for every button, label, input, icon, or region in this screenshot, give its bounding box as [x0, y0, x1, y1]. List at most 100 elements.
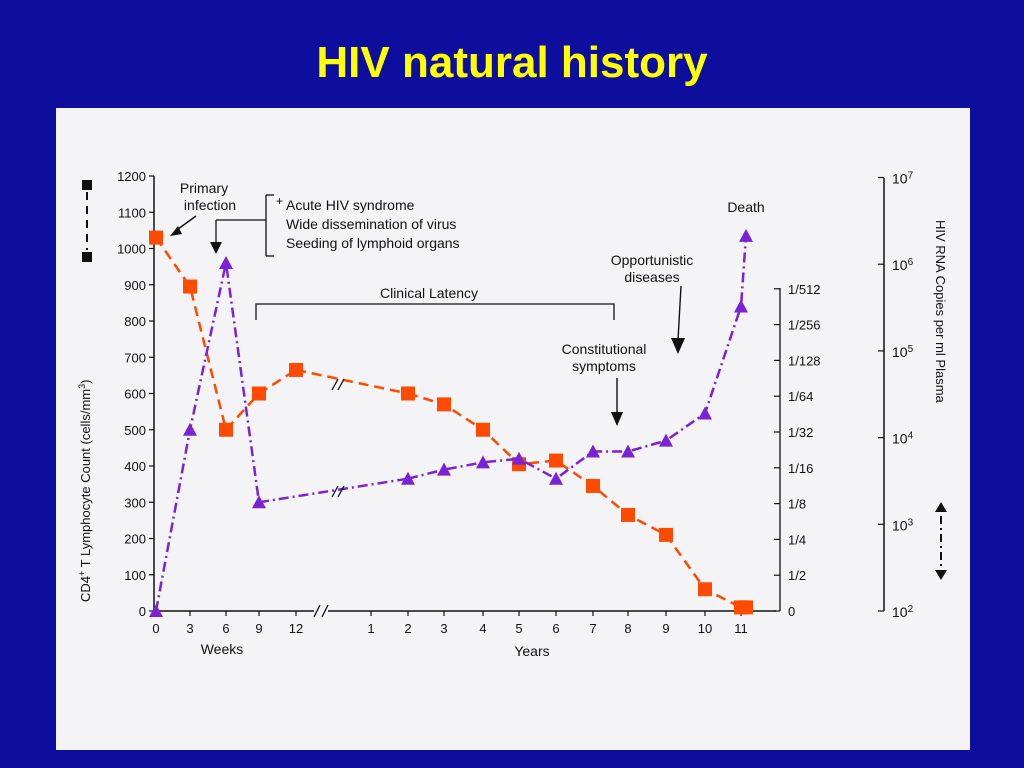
outer-right-tick-base: 10 [892, 257, 908, 273]
data-point-square [476, 422, 490, 437]
left-axis-tick-label: 800 [124, 314, 146, 329]
x-week-tick-label: 0 [152, 621, 159, 636]
data-point-square [149, 230, 163, 245]
opportunistic-arrow [677, 285, 682, 341]
x-year-tick-label: 8 [624, 621, 631, 636]
x-year-tick-label: 2 [404, 621, 411, 636]
left-axis-label: CD4+ T Lymphocyte Count (cells/mm3) [77, 380, 93, 602]
inner-right-tick-label: 0 [788, 604, 795, 619]
left-axis-tick-label: 500 [124, 423, 146, 438]
annotation-opportunistic-l1: Opportunistic [611, 252, 693, 268]
series-line [154, 236, 297, 433]
x-year-tick-label: 4 [479, 621, 486, 636]
outer-right-tick-exp: 2 [908, 604, 914, 615]
data-point-square [437, 397, 451, 412]
annotation-constitutional-l1: Constitutional [562, 341, 647, 357]
left-axis-label-sup: 3 [77, 384, 87, 389]
series-line [258, 477, 409, 504]
x-year-tick-label: 6 [552, 621, 559, 636]
data-point-triangle [549, 471, 563, 485]
data-point-triangle [252, 495, 266, 509]
data-point-square [621, 507, 635, 522]
annotation-constitutional-l2: symptoms [572, 358, 636, 374]
x-year-tick-label: 1 [367, 621, 374, 636]
outer-right-tick-exp: 7 [908, 170, 914, 181]
x-axis-break-mark [321, 604, 329, 618]
data-point-triangle [586, 444, 600, 458]
data-point-triangle [149, 604, 163, 617]
data-point-square [698, 582, 712, 597]
data-point-triangle [698, 406, 712, 420]
outer-right-tick-exp: 4 [908, 430, 914, 441]
x-week-tick-label: 3 [186, 621, 193, 636]
left-axis-tick-label: 400 [124, 459, 146, 474]
data-point-triangle [219, 256, 233, 269]
x-year-tick-label: 7 [589, 621, 596, 636]
outer-right-tick-base: 10 [892, 171, 908, 187]
data-point-triangle [183, 422, 197, 436]
data-point-square [289, 362, 303, 377]
outer-right-tick-base: 10 [892, 344, 908, 360]
left-axis-tick-label: 1000 [117, 242, 146, 257]
left-axis-label-part: CD4 [78, 576, 93, 602]
annotation-primary-infection-l2: infection [184, 197, 236, 213]
left-axis-tick-label: 1100 [118, 205, 146, 220]
series-line [295, 368, 409, 395]
primary-infection-arrowhead [170, 226, 182, 236]
x-week-tick-label: 12 [289, 621, 303, 636]
legend-triangle-marker [935, 570, 947, 580]
inner-right-tick-label: 1/2 [788, 568, 806, 583]
annotation-acute-line: Acute HIV syndrome [286, 197, 415, 213]
left-axis-label-part: ) [78, 380, 93, 384]
data-point-triangle [621, 444, 635, 458]
acute-arrowhead [210, 242, 222, 254]
outer-right-axis-label: HIV RNA Copies per ml Plasma [933, 220, 948, 404]
inner-right-tick-label: 1/16 [788, 461, 813, 476]
outer-right-tick-label: 102 [892, 604, 914, 621]
clinical-latency-bracket [255, 303, 615, 320]
outer-right-tick-base: 10 [892, 431, 908, 447]
inner-right-tick-label: 1/256 [788, 318, 821, 333]
x-year-tick-label: 10 [698, 621, 712, 636]
left-axis-tick-label: 900 [124, 278, 146, 293]
left-axis-tick-label: 1200 [117, 169, 146, 184]
legend-square-marker [82, 180, 92, 190]
x-weeks-label: Weeks [201, 641, 244, 657]
outer-right-tick-exp: 6 [908, 257, 914, 268]
series-break-mark [331, 378, 339, 391]
legend-triangle-marker [935, 502, 947, 512]
outer-right-tick-base: 10 [892, 604, 908, 620]
data-point-square [659, 527, 673, 542]
data-point-triangle [734, 299, 748, 313]
data-point-square [739, 600, 753, 615]
x-years-label: Years [514, 643, 549, 659]
opportunistic-arrowhead [671, 338, 685, 354]
data-point-square [549, 453, 563, 468]
left-axis-label-part: T Lymphocyte Count (cells/mm [78, 389, 93, 571]
left-axis-label-sup: + [77, 571, 87, 576]
inner-right-tick-label: 1/512 [788, 282, 821, 297]
x-year-tick-label: 5 [515, 621, 522, 636]
x-axis-break-mark [313, 604, 321, 618]
x-week-tick-label: 9 [255, 621, 262, 636]
slide-title: HIV natural history [316, 38, 708, 87]
x-year-tick-label: 11 [734, 621, 748, 636]
data-point-triangle [659, 433, 673, 447]
outer-right-tick-label: 103 [892, 517, 914, 534]
data-point-square [252, 386, 266, 401]
chart-panel: 0 100 200 300 400 500 600 700 800 900 1000 1100 1200… [56, 108, 970, 750]
legend-square-marker [82, 252, 92, 262]
data-point-square [219, 422, 233, 437]
outer-right-tick-label: 106 [892, 257, 914, 274]
acute-marker: + [276, 194, 283, 208]
left-axis-tick-label: 700 [124, 350, 146, 365]
data-point-triangle [401, 471, 415, 485]
annotation-opportunistic-l2: diseases [624, 269, 679, 285]
left-axis-tick-label: 200 [124, 532, 146, 547]
data-point-square [401, 386, 415, 401]
inner-right-tick-label: 1/4 [788, 532, 806, 547]
outer-right-tick-label: 105 [892, 343, 914, 360]
inner-right-tick-label: 1/64 [788, 389, 813, 404]
series-line [407, 392, 746, 609]
data-point-triangle [476, 455, 490, 469]
